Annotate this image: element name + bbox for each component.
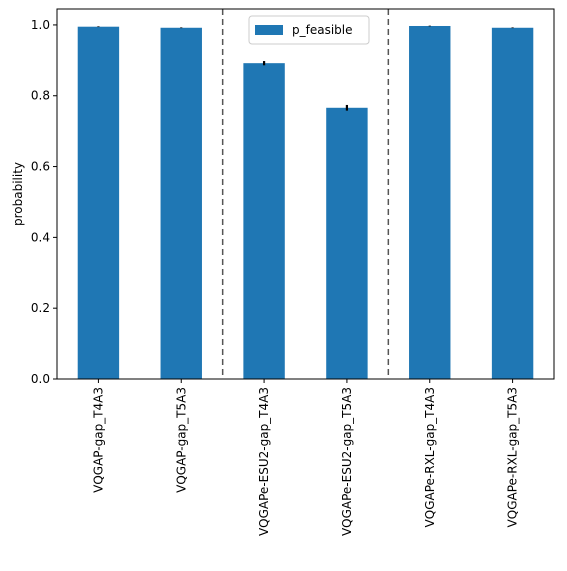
y-tick-label: 0.8: [31, 89, 50, 103]
bar-2: [160, 27, 202, 379]
x-tick-label: VQGAPe-ESU2-gap_T5A3: [340, 387, 354, 536]
bar-4: [326, 107, 368, 379]
bar-5: [409, 25, 451, 380]
bars: [77, 25, 534, 380]
legend-frame: [248, 15, 370, 45]
x-tick-label: VQGAPe-ESU2-gap_T4A3: [257, 387, 271, 536]
y-tick-label: 0.6: [31, 160, 50, 174]
plot-frame: [56, 8, 555, 380]
axes: [56, 8, 555, 380]
y-axis-ticks: 0.0 0.2 0.4 0.6 0.8 1.0: [31, 18, 57, 386]
bar-3: [243, 63, 285, 380]
x-tick-label: VQGAPe-RXL-gap_T5A3: [506, 387, 520, 527]
bar-6: [491, 27, 534, 379]
y-tick-label: 0.2: [31, 301, 50, 315]
legend-swatch: [255, 25, 283, 35]
y-axis-label: probability: [11, 162, 25, 226]
x-tick-label: VQGAP-gap_T5A3: [174, 387, 188, 493]
group-separators: [221, 9, 390, 379]
y-tick-label: 0.0: [31, 372, 50, 386]
legend-label: p_feasible: [292, 23, 353, 37]
bar-1: [77, 26, 120, 380]
x-axis-ticks: VQGAP-gap_T4A3 VQGAP-gap_T5A3 VQGAPe-ESU2-…: [91, 379, 520, 536]
error-bars: [97, 25, 514, 111]
x-tick-label: VQGAPe-RXL-gap_T4A3: [423, 387, 437, 527]
x-tick-label: VQGAP-gap_T4A3: [91, 387, 105, 493]
legend: p_feasible: [248, 15, 370, 45]
y-tick-label: 1.0: [31, 18, 50, 32]
y-tick-label: 0.4: [31, 230, 50, 244]
